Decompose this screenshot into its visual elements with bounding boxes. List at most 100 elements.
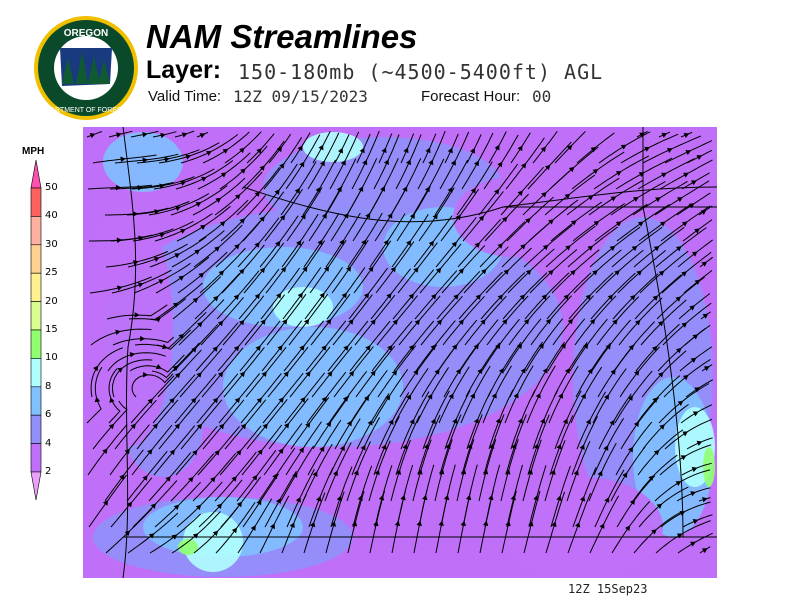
streamline-arrow xyxy=(252,474,258,481)
streamline-arrow xyxy=(297,292,303,299)
streamline-arrow xyxy=(470,187,476,194)
streamline-arrow xyxy=(503,269,510,275)
streamline-arrow xyxy=(238,268,245,275)
streamline-arrow xyxy=(610,196,617,202)
legend-swatch xyxy=(30,414,42,444)
streamline-arrow xyxy=(185,154,192,160)
streamline-arrow xyxy=(520,367,526,374)
streamline-arrow xyxy=(653,245,660,252)
streamline-arrow xyxy=(661,132,668,138)
streamline-arrow xyxy=(502,319,508,325)
streamline-arrow xyxy=(234,243,240,250)
streamline-arrow xyxy=(692,519,699,525)
streamline-arrow xyxy=(336,186,342,193)
streamline-arrow xyxy=(430,344,436,351)
streamline-arrow xyxy=(381,444,387,450)
streamline-arrow xyxy=(622,472,628,479)
streamline-arrow xyxy=(217,371,224,378)
streamline-arrow xyxy=(218,270,225,276)
streamline-arrow xyxy=(589,318,596,325)
streamline-arrow xyxy=(430,418,436,425)
streamline-arrow xyxy=(655,197,661,203)
streamline-arrow xyxy=(675,296,682,302)
streamline-arrow xyxy=(348,319,354,325)
streamline-arrow xyxy=(272,473,278,480)
streamline-arrow xyxy=(505,468,511,475)
legend-tick-label: 10 xyxy=(45,352,58,364)
legend-tick-label: 4 xyxy=(45,437,52,449)
legend-tick-label: 50 xyxy=(45,182,58,193)
streamline-arrow xyxy=(277,345,283,351)
streamline-arrow xyxy=(159,183,165,189)
streamline-arrow xyxy=(198,272,205,279)
streamline-arrow xyxy=(694,228,700,234)
streamline-arrow xyxy=(657,320,664,327)
streamline-arrow xyxy=(175,205,181,212)
streamline-arrow xyxy=(458,319,464,326)
streamline-arrow xyxy=(408,344,415,351)
streamline-arrow xyxy=(305,371,311,377)
streamline-arrow xyxy=(346,420,352,427)
streamline-arrow xyxy=(394,520,401,527)
legend-swatch xyxy=(30,216,42,246)
streamline-arrow xyxy=(214,450,220,456)
streamline-arrow xyxy=(239,218,245,224)
streamline-arrow xyxy=(517,145,523,152)
streamline-arrow xyxy=(481,268,487,275)
streamline-arrow xyxy=(691,466,698,473)
wind-speed-region xyxy=(83,207,173,447)
streamline-arrow xyxy=(256,397,262,404)
streamline-arrow xyxy=(213,295,219,302)
streamline-arrow xyxy=(692,411,699,417)
streamline-arrow xyxy=(283,371,289,377)
streamline-arrow xyxy=(615,221,622,227)
legend-swatch xyxy=(30,443,42,473)
legend-tick-label: 30 xyxy=(45,238,58,250)
streamline-arrow xyxy=(303,318,310,325)
legend-arrow-top xyxy=(30,160,42,189)
streamline-arrow xyxy=(517,190,523,196)
streamline-arrow xyxy=(402,443,408,450)
streamline-arrow xyxy=(523,318,530,325)
oregon-department-of-forestry-logo: OREGON DEPARTMENT OF FORESTRY xyxy=(34,16,138,120)
streamline-arrow xyxy=(661,172,667,178)
streamline-arrow xyxy=(282,318,288,325)
streamline-arrow xyxy=(438,468,445,475)
streamline-arrow xyxy=(452,418,458,424)
streamline-arrow xyxy=(409,418,415,425)
valid-time-label: Valid Time: xyxy=(148,88,222,105)
streamline-arrow xyxy=(289,522,295,528)
streamline-arrow xyxy=(550,469,556,476)
streamline-arrow xyxy=(326,318,332,325)
streamline-arrow xyxy=(262,423,268,430)
streamline-arrow xyxy=(390,266,396,273)
streamline-arrow xyxy=(160,132,166,139)
valid-time-value: 12Z 09/15/2023 xyxy=(233,87,368,106)
streamline-arrow xyxy=(603,445,609,451)
streamline-arrow xyxy=(383,239,389,246)
streamline-arrow xyxy=(494,144,500,151)
streamline-arrow xyxy=(683,132,690,138)
streamline-arrow xyxy=(682,431,689,437)
streamline-arrow xyxy=(364,395,370,402)
streamline-arrow xyxy=(556,495,562,501)
streamline-arrow xyxy=(570,220,577,226)
streamline-arrow xyxy=(240,423,247,430)
streamline-arrow xyxy=(498,368,504,374)
wind-speed-region xyxy=(183,512,243,572)
streamline-arrow xyxy=(574,521,581,528)
streamline-arrow xyxy=(675,347,682,354)
streamline-arrow xyxy=(696,155,703,161)
streamline-arrow xyxy=(196,372,202,378)
wind-speed-region xyxy=(703,447,715,487)
streamline-arrow xyxy=(195,202,202,208)
streamline-arrow xyxy=(138,235,144,241)
streamline-arrow xyxy=(279,163,285,169)
streamline-arrow xyxy=(567,318,574,325)
legend-swatch xyxy=(30,244,42,274)
streamline-arrow xyxy=(477,368,483,375)
streamline-arrow xyxy=(652,295,659,301)
streamline-arrow xyxy=(633,421,640,428)
streamline-arrow xyxy=(634,319,641,326)
streamline-arrow xyxy=(580,393,586,400)
